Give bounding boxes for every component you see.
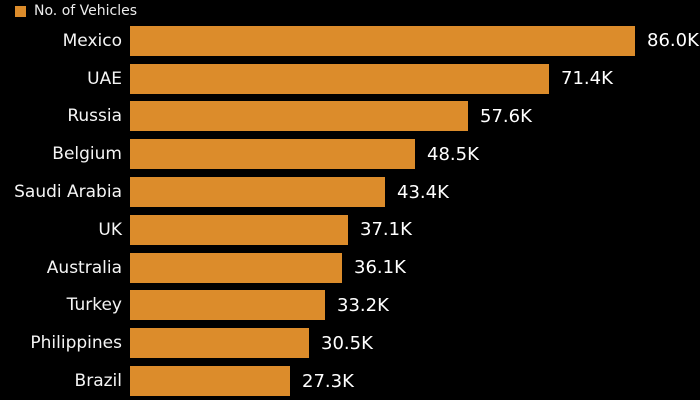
- bar-row: UK 37.1K: [0, 211, 700, 249]
- value-label: 86.0K: [647, 30, 699, 52]
- category-label: Turkey: [66, 295, 122, 316]
- bar: [130, 214, 348, 245]
- category-label: UAE: [87, 68, 122, 89]
- legend-swatch-icon: [15, 5, 26, 17]
- bar-area: 30.5K: [130, 324, 700, 362]
- value-label: 36.1K: [354, 257, 406, 279]
- category-label: Saudi Arabia: [14, 182, 122, 203]
- bar-row: Australia 36.1K: [0, 249, 700, 287]
- bar: [130, 177, 385, 208]
- bar-area: 48.5K: [130, 135, 700, 173]
- value-label: 27.3K: [302, 370, 354, 392]
- bar-row: Saudi Arabia 43.4K: [0, 173, 700, 211]
- bar-row: Brazil 27.3K: [0, 362, 700, 400]
- value-label: 48.5K: [427, 143, 479, 165]
- value-label: 30.5K: [321, 332, 373, 354]
- bar-area: 71.4K: [130, 60, 700, 98]
- bar-area: 27.3K: [130, 362, 700, 400]
- bar-row: Russia 57.6K: [0, 98, 700, 136]
- category-label: Brazil: [74, 371, 122, 392]
- bar-area: 37.1K: [130, 211, 700, 249]
- bar-row: Turkey 33.2K: [0, 287, 700, 325]
- bar-row: Belgium 48.5K: [0, 135, 700, 173]
- category-label: Philippines: [30, 333, 122, 354]
- value-label: 33.2K: [337, 294, 389, 316]
- bar: [130, 25, 635, 56]
- legend-label: No. of Vehicles: [34, 3, 137, 19]
- category-label: Russia: [67, 106, 122, 127]
- category-label: Belgium: [52, 144, 122, 165]
- bar-area: 86.0K: [130, 22, 700, 60]
- bar: [130, 328, 309, 359]
- bar-area: 43.4K: [130, 173, 700, 211]
- category-label: Mexico: [62, 30, 122, 51]
- bar-row: Mexico 86.0K: [0, 22, 700, 60]
- category-label: Australia: [46, 257, 122, 278]
- value-label: 71.4K: [561, 68, 613, 90]
- bar: [130, 63, 549, 94]
- value-label: 57.6K: [480, 105, 532, 127]
- chart-plot-area: Mexico 86.0K UAE 71.4K Russia 57.6K Belg…: [0, 22, 700, 400]
- category-label: UK: [98, 219, 122, 240]
- bar-row: Philippines 30.5K: [0, 324, 700, 362]
- bar: [130, 252, 342, 283]
- value-label: 43.4K: [397, 181, 449, 203]
- value-label: 37.1K: [360, 219, 412, 241]
- bar-area: 33.2K: [130, 287, 700, 325]
- bar-row: UAE 71.4K: [0, 60, 700, 98]
- bar-area: 36.1K: [130, 249, 700, 287]
- bar: [130, 101, 468, 132]
- bar: [130, 366, 290, 397]
- chart-legend: No. of Vehicles: [15, 2, 137, 20]
- bar: [130, 290, 325, 321]
- bar-area: 57.6K: [130, 98, 700, 136]
- bar: [130, 139, 415, 170]
